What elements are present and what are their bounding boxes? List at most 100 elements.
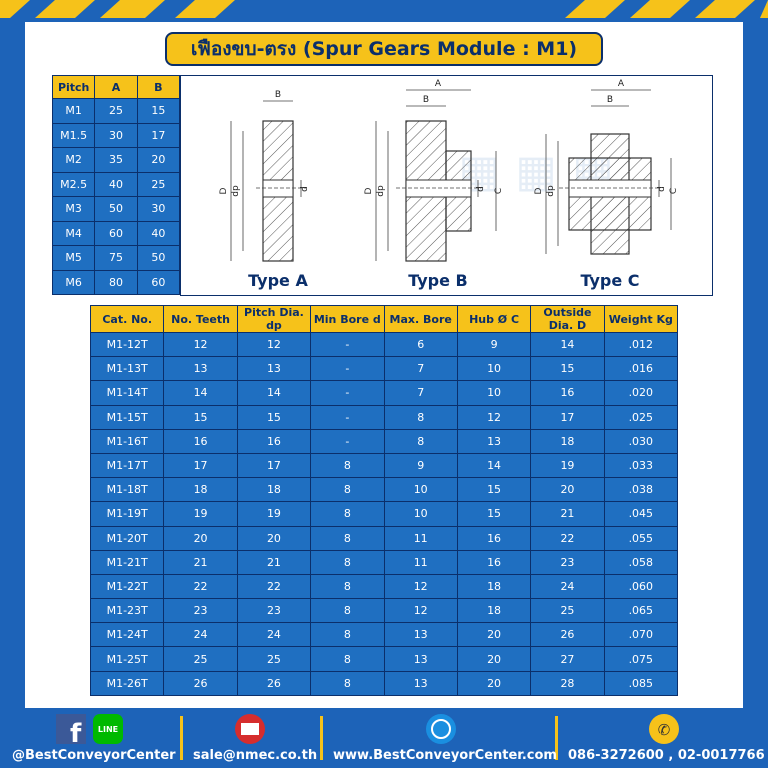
cell: 25 bbox=[94, 98, 138, 124]
cell: M1-20T bbox=[89, 525, 165, 551]
cell: M1-15T bbox=[89, 404, 165, 430]
cell: .020 bbox=[603, 380, 679, 406]
cell: 17 bbox=[163, 452, 238, 479]
cell: 25 bbox=[163, 646, 238, 672]
cell: 12 bbox=[236, 331, 312, 358]
cell: 40 bbox=[94, 171, 138, 197]
cell: 8 bbox=[310, 477, 385, 503]
table-row: M1-14T 14 14-7 10 16.020 bbox=[89, 380, 679, 406]
cell: 26 bbox=[530, 622, 605, 648]
separator bbox=[320, 716, 323, 760]
cell: 24 bbox=[530, 573, 605, 600]
cell: .012 bbox=[603, 331, 679, 358]
cell: M1-24T bbox=[89, 622, 165, 648]
cell: 60 bbox=[136, 269, 181, 295]
cell: .038 bbox=[603, 477, 679, 503]
line-icon-label: LINE bbox=[98, 725, 118, 734]
cell: 13 bbox=[383, 622, 458, 648]
type-label: Type A bbox=[248, 271, 308, 290]
separator bbox=[180, 716, 183, 760]
table-row: M2.5 40 25 bbox=[51, 171, 181, 197]
cell: M1 bbox=[51, 98, 96, 124]
dimension-label: C bbox=[669, 188, 679, 194]
cell: 25 bbox=[236, 646, 312, 672]
cell: M1-16T bbox=[89, 428, 165, 454]
cell: 22 bbox=[530, 525, 605, 551]
dimension-label: d bbox=[300, 186, 310, 192]
cell: M3 bbox=[51, 196, 96, 222]
svg-text:f: f bbox=[70, 719, 82, 748]
cell: 60 bbox=[94, 220, 138, 246]
table-row: M1-25T 25 25 8 13 20 27.075 bbox=[89, 646, 679, 672]
cell: 18 bbox=[456, 598, 532, 624]
table-row: M4 60 40 bbox=[51, 220, 181, 246]
cell: M1-25T bbox=[89, 646, 165, 672]
dimension-label: D bbox=[534, 187, 544, 194]
cell: .016 bbox=[603, 356, 679, 382]
table-row: M1-17T 17 17 8 9 14 19.033 bbox=[89, 452, 679, 479]
cell: 8 bbox=[310, 670, 385, 696]
cell: M1-18T bbox=[89, 477, 165, 503]
dimension-label: D bbox=[364, 187, 374, 194]
cell: 8 bbox=[310, 501, 385, 527]
cell: M1-22T bbox=[89, 573, 165, 600]
cell: 8 bbox=[310, 525, 385, 551]
cell: - bbox=[310, 380, 385, 406]
cell: .045 bbox=[603, 501, 679, 527]
spec-table: Cat. No. No. Teeth Pitch Dia. dp Min Bore d… bbox=[89, 305, 679, 696]
header-cell: Max. Bore bbox=[383, 305, 458, 333]
cell: 13 bbox=[163, 356, 238, 382]
cell: 8 bbox=[383, 428, 458, 454]
cell: 17 bbox=[530, 404, 605, 430]
cell: M1-19T bbox=[89, 501, 165, 527]
cell: 16 bbox=[456, 549, 532, 575]
cell: 13 bbox=[456, 428, 532, 454]
cell: 16 bbox=[530, 380, 605, 406]
table-row: M1-22T 22 22 8 12 18 24.060 bbox=[89, 573, 679, 600]
cell: 9 bbox=[383, 452, 458, 479]
cell: 23 bbox=[530, 549, 605, 575]
cell: 25 bbox=[136, 171, 181, 197]
cell: 17 bbox=[236, 452, 312, 479]
cell: 13 bbox=[383, 646, 458, 672]
pitch-table: Pitch A B M1 25 15 M1.5 30 17 M2 35 20 M2.5 40 25 M3 50 3… bbox=[51, 75, 181, 295]
web-icon bbox=[426, 714, 456, 744]
cell: 15 bbox=[456, 477, 532, 503]
cell: 8 bbox=[310, 622, 385, 648]
type-label: Type B bbox=[408, 271, 468, 290]
dimension-label: dp bbox=[376, 185, 386, 197]
cell: 22 bbox=[236, 573, 312, 600]
header-cell: Pitch Dia. dp bbox=[236, 305, 312, 333]
cell: 21 bbox=[236, 549, 312, 575]
header-cell: No. Teeth bbox=[163, 305, 238, 333]
website: www.BestConveyorCenter.com bbox=[333, 748, 557, 763]
cell: M2.5 bbox=[51, 171, 96, 197]
phone-icon bbox=[649, 714, 679, 744]
table-row: M1-21T 21 21 8 11 16 23.058 bbox=[89, 549, 679, 575]
cell: - bbox=[310, 428, 385, 454]
dimension-label: B bbox=[607, 95, 613, 105]
table-row: M1-19T 19 19 8 10 15 21.045 bbox=[89, 501, 679, 527]
cell: 14 bbox=[236, 380, 312, 406]
cell: .058 bbox=[603, 549, 679, 575]
cell: M1-26T bbox=[89, 670, 165, 696]
cell: 20 bbox=[456, 670, 532, 696]
cell: - bbox=[310, 331, 385, 358]
phone: 086-3272600 , 02-0017766 bbox=[568, 748, 765, 763]
cell: M1-14T bbox=[89, 380, 165, 406]
cell: 8 bbox=[383, 404, 458, 430]
table-row: M1-23T 23 23 8 12 18 25.065 bbox=[89, 598, 679, 624]
cell: .025 bbox=[603, 404, 679, 430]
footer-icons: f LINE ✆ bbox=[56, 714, 679, 748]
cell: 13 bbox=[383, 670, 458, 696]
cell: 19 bbox=[530, 452, 605, 479]
separator bbox=[555, 716, 558, 760]
facebook-icon bbox=[56, 714, 86, 744]
cell: 10 bbox=[383, 477, 458, 503]
dimension-label: B bbox=[275, 90, 281, 100]
table-row: M1-16T 16 16-8 13 18.030 bbox=[89, 428, 679, 454]
cell: 6 bbox=[383, 331, 458, 358]
cell: 11 bbox=[383, 549, 458, 575]
